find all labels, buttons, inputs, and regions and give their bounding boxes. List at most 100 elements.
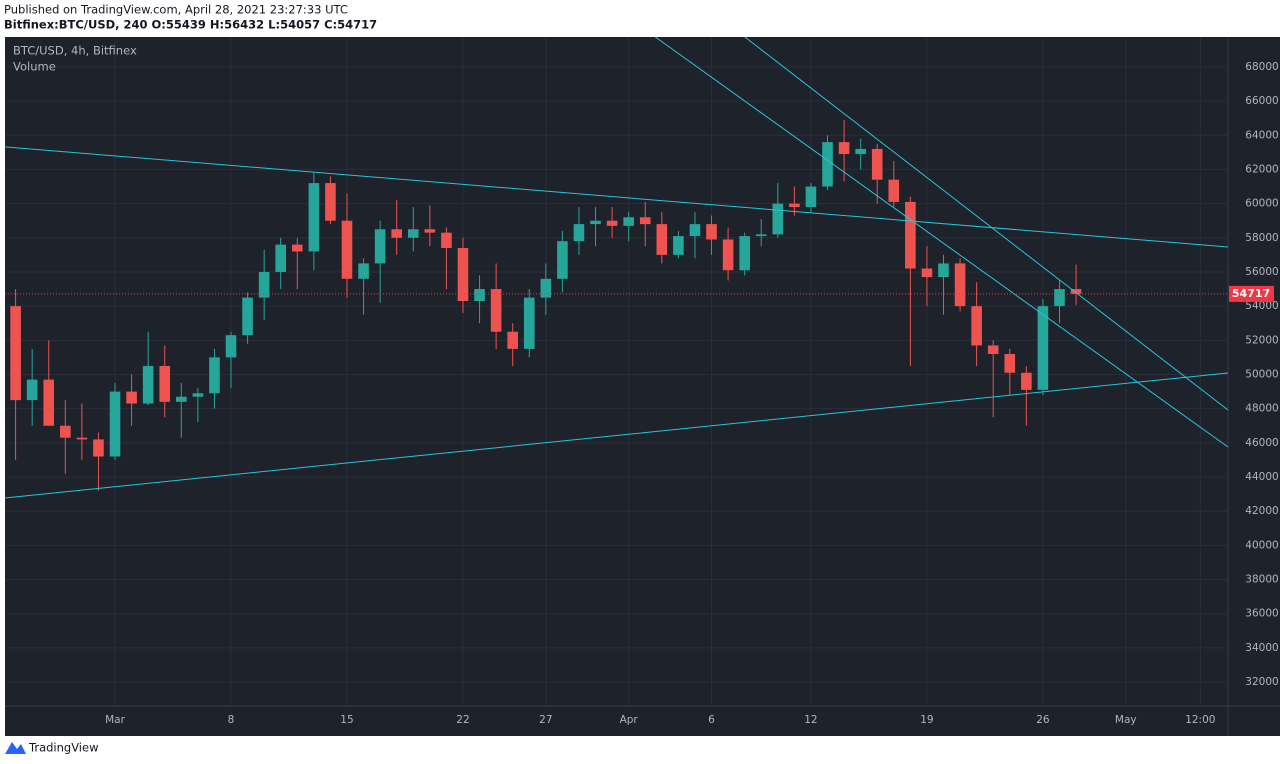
y-tick-label: 44000: [1245, 471, 1278, 483]
y-tick-label: 58000: [1245, 232, 1278, 244]
candle-body: [673, 236, 684, 255]
candle-body: [391, 229, 403, 238]
published-line: Published on TradingView.com, April 28, …: [4, 3, 348, 17]
x-tick-label: May: [1115, 714, 1137, 726]
x-tick-label: 15: [340, 714, 353, 726]
candle-body: [755, 234, 767, 237]
candle-body: [822, 142, 833, 187]
x-tick-label: Apr: [620, 714, 639, 726]
candle-body: [159, 365, 171, 402]
y-tick-label: 64000: [1245, 129, 1278, 141]
candle-body: [590, 220, 601, 225]
candle-body: [838, 142, 850, 155]
candle-body: [573, 224, 585, 242]
candle-body: [275, 244, 287, 272]
candle-body: [490, 289, 502, 332]
y-tick-label: 62000: [1245, 163, 1278, 175]
chart-bg: [5, 37, 1280, 736]
candle-body: [192, 393, 204, 397]
candle-body: [639, 217, 651, 225]
candle-body: [1004, 353, 1016, 373]
trendline: [744, 36, 1229, 411]
candle-body: [540, 278, 552, 298]
candle-body: [905, 201, 916, 269]
candle-body: [209, 357, 220, 394]
legend-symbol: BTC/USD, 4h, Bitfinex: [13, 44, 137, 58]
candle-body: [225, 335, 237, 358]
y-tick-label: 32000: [1245, 676, 1278, 688]
brand-logo: [5, 742, 26, 754]
candle-body: [60, 425, 71, 438]
y-tick-label: 40000: [1245, 539, 1278, 551]
candle-body: [43, 379, 55, 426]
candle-body: [606, 220, 618, 226]
trendline: [4, 372, 1229, 499]
last-price-label: 54717: [1232, 287, 1270, 300]
candle-body: [971, 306, 982, 346]
candle-body: [987, 345, 999, 354]
candle-body: [1021, 372, 1032, 390]
candle-body: [871, 148, 883, 180]
y-tick-label: 42000: [1245, 505, 1278, 517]
y-tick-label: 50000: [1245, 368, 1278, 380]
y-tick-label: 48000: [1245, 403, 1278, 415]
x-tick-label: 19: [920, 714, 933, 726]
candle-body: [10, 306, 21, 401]
candle-body: [689, 224, 701, 237]
candle-body: [325, 183, 336, 221]
candle-body: [921, 268, 933, 278]
candle-body: [407, 229, 419, 238]
y-tick-label: 52000: [1245, 334, 1278, 346]
x-tick-label: 22: [456, 714, 469, 726]
candle-body: [175, 396, 187, 402]
candle-body: [358, 263, 369, 279]
y-tick-label: 36000: [1245, 608, 1278, 620]
candle-body: [341, 220, 353, 279]
y-tick-label: 60000: [1245, 198, 1278, 210]
axis-labels: 32000 34000 36000 38000 40000 42000 44000 46000…: [105, 61, 1279, 726]
brand: TradingView: [28, 741, 98, 755]
x-tick-label: 8: [228, 714, 235, 726]
candle-body: [722, 239, 734, 271]
candle-body: [623, 217, 634, 226]
candle-body: [308, 183, 320, 252]
candle-body: [424, 229, 436, 233]
candle-body: [789, 203, 800, 208]
x-tick-label: 6: [708, 714, 715, 726]
candle-body: [474, 289, 485, 302]
x-tick-label: 26: [1036, 714, 1050, 726]
y-tick-label: 54000: [1245, 300, 1278, 312]
candle-body: [507, 331, 518, 349]
candle-body: [242, 297, 253, 336]
candle-body: [706, 224, 717, 240]
trendline: [4, 146, 1229, 248]
candle-body: [739, 236, 750, 271]
x-tick-label: 12:00: [1185, 714, 1215, 726]
candle-body: [441, 232, 452, 249]
candle-body: [126, 391, 137, 404]
candle-body: [142, 365, 154, 404]
y-tick-label: 46000: [1245, 437, 1278, 449]
candles: [10, 119, 1082, 491]
candle-body: [457, 248, 469, 302]
candle-body: [938, 263, 949, 278]
candle-body: [1037, 306, 1049, 390]
x-tick-label: Mar: [105, 714, 125, 726]
candle-body: [523, 297, 535, 349]
candle-body: [76, 437, 88, 440]
candle-body: [656, 224, 668, 255]
x-tick-label: 12: [804, 714, 817, 726]
candle-body: [954, 263, 966, 307]
trendlines: [4, 36, 1229, 499]
candle-body: [374, 229, 386, 264]
legend-volume: Volume: [13, 60, 56, 74]
trendline: [654, 36, 1229, 448]
candle-body: [855, 148, 866, 155]
candle-body: [1070, 289, 1082, 294]
y-tick-label: 38000: [1245, 574, 1278, 586]
candle-body: [888, 179, 900, 202]
candle-body: [772, 203, 784, 235]
candle-body: [805, 186, 817, 208]
y-tick-label: 66000: [1245, 95, 1278, 107]
